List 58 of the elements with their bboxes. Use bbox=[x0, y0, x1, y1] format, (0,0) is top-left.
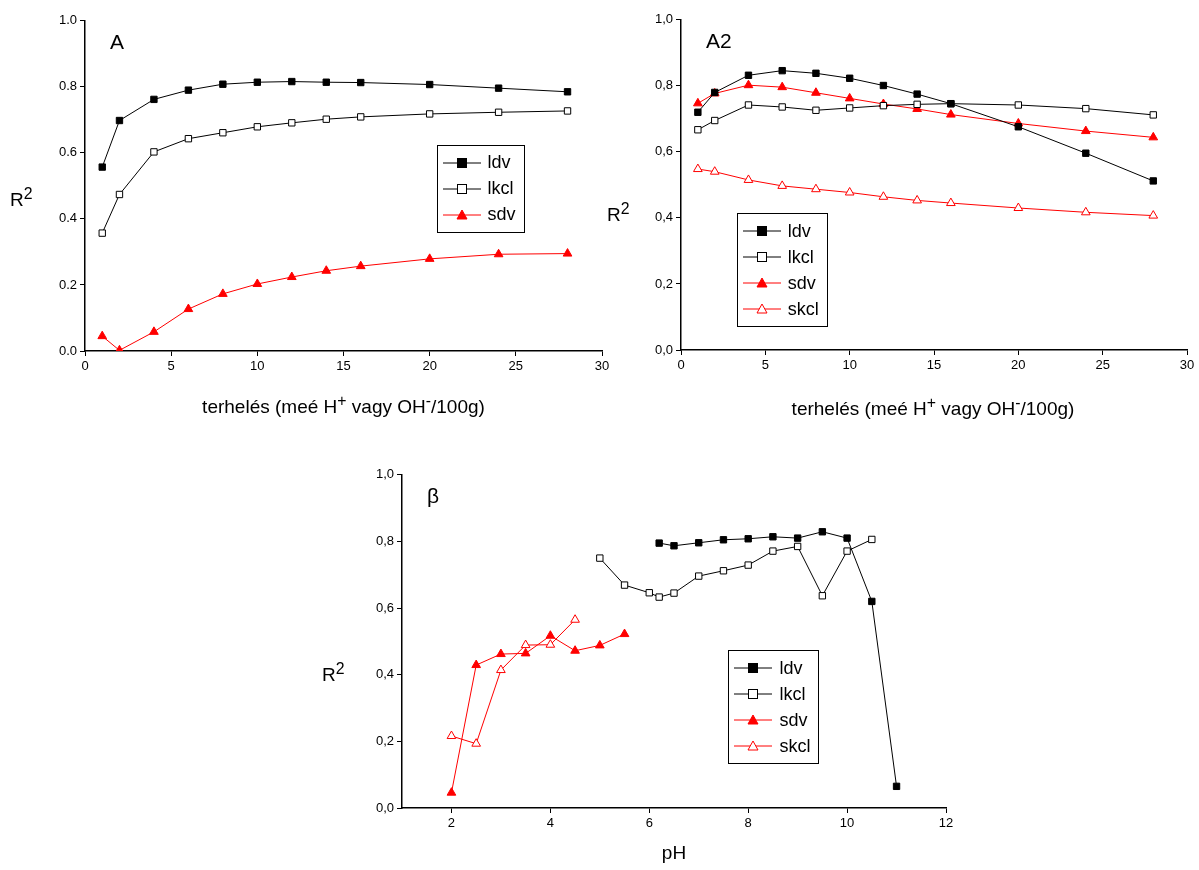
legend-label: lkcl bbox=[487, 178, 514, 200]
y-tick-label: 0,2 bbox=[375, 732, 394, 748]
x-tick-label: 5 bbox=[761, 357, 769, 373]
x-tick-label: 12 bbox=[938, 815, 954, 831]
y-tick-label: 0,0 bbox=[375, 799, 394, 815]
legend-label: lkcl bbox=[787, 246, 814, 268]
y-tick-label: 0,0 bbox=[654, 341, 673, 357]
legend-label: ldv bbox=[787, 220, 811, 242]
x-tick-label: 0 bbox=[81, 358, 89, 374]
y-tick-label: 0,4 bbox=[654, 209, 673, 225]
legend-label: lkcl bbox=[779, 683, 806, 705]
annotation: β bbox=[427, 484, 440, 508]
x-tick-label: 25 bbox=[508, 358, 524, 374]
y-axis-title: R$^{2}$ bbox=[607, 200, 630, 227]
legend-label: ldv bbox=[487, 152, 511, 174]
x-tick-label: 10 bbox=[839, 815, 855, 831]
y-tick-label: 0,4 bbox=[375, 666, 394, 682]
x-tick-label: 0 bbox=[677, 357, 685, 373]
x-axis-title: pH bbox=[660, 842, 688, 864]
y-tick-label: 1,0 bbox=[654, 11, 673, 27]
legend-label: skcl bbox=[779, 735, 811, 757]
y-tick-label: 0.4 bbox=[58, 210, 77, 226]
x-tick-label: 5 bbox=[167, 358, 175, 374]
y-axis-title: R$^{2}$ bbox=[10, 185, 33, 212]
y-tick-label: 0,8 bbox=[375, 533, 394, 549]
x-tick-label: 30 bbox=[594, 358, 610, 374]
x-tick-label: 15 bbox=[926, 357, 942, 373]
x-tick-label: 15 bbox=[336, 358, 351, 374]
y-tick-label: 0.6 bbox=[58, 144, 77, 160]
x-tick-label: 10 bbox=[250, 358, 265, 374]
y-tick-label: 1,0 bbox=[375, 466, 394, 482]
y-tick-label: 0,8 bbox=[654, 77, 673, 93]
x-tick-label: 8 bbox=[744, 815, 752, 831]
x-tick-label: 6 bbox=[645, 815, 653, 831]
legend-label: ldv bbox=[779, 657, 803, 679]
y-tick-label: 0,6 bbox=[654, 143, 673, 159]
y-tick-label: 0.0 bbox=[58, 342, 77, 358]
y-tick-label: 0,6 bbox=[375, 599, 394, 615]
x-tick-label: 10 bbox=[842, 357, 857, 373]
legend-label: sdv bbox=[487, 204, 516, 226]
x-tick-label: 4 bbox=[546, 815, 554, 831]
x-axis-title: terhelés (meé H$^{+}$ vagy OH$^{-}$/100g) bbox=[790, 394, 1076, 421]
y-tick-label: 0.2 bbox=[58, 276, 77, 292]
x-tick-label: 20 bbox=[422, 358, 437, 374]
x-tick-label: 30 bbox=[1179, 357, 1195, 373]
y-tick-label: 0,2 bbox=[654, 275, 673, 291]
annotation: A bbox=[110, 30, 125, 54]
legend-label: sdv bbox=[779, 709, 808, 731]
legend-label: skcl bbox=[787, 298, 819, 320]
y-axis-title: R$^{2}$ bbox=[322, 660, 345, 687]
y-tick-label: 1.0 bbox=[58, 12, 77, 28]
x-tick-label: 2 bbox=[447, 815, 456, 831]
y-tick-label: 0.8 bbox=[58, 78, 77, 94]
x-tick-label: 20 bbox=[1011, 357, 1026, 373]
annotation: A2 bbox=[706, 29, 732, 53]
legend-label: sdv bbox=[787, 272, 816, 294]
x-axis-title: terhelés (meé H$^{+}$ vagy OH$^{-}$/100g) bbox=[201, 392, 486, 419]
x-tick-label: 25 bbox=[1095, 357, 1110, 373]
